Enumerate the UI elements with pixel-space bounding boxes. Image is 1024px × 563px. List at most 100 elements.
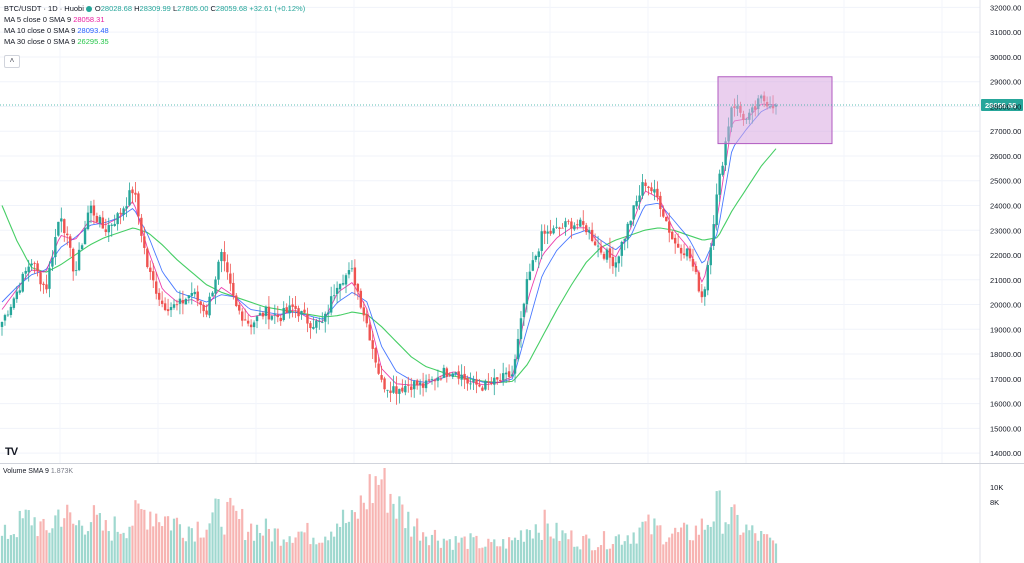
- candle-body: [223, 252, 226, 262]
- candle-body: [303, 309, 306, 313]
- volume-bar: [653, 518, 656, 563]
- candle-body: [36, 263, 39, 272]
- candle-body: [454, 372, 457, 375]
- volume-bar: [626, 535, 629, 563]
- candle-body: [220, 251, 223, 262]
- volume-bar: [321, 542, 324, 563]
- price-tick-label: 26000.00: [990, 152, 1021, 161]
- candle-body: [706, 265, 709, 291]
- indicator-ma10[interactable]: MA 10 close 0 SMA 9 28093.48: [4, 25, 305, 36]
- candle-body: [288, 305, 291, 314]
- candle-body: [0, 321, 4, 327]
- candle-body: [522, 303, 526, 318]
- candle-body: [297, 308, 300, 317]
- candle-body: [172, 304, 176, 308]
- price-tick-label: 19000.00: [990, 325, 1021, 334]
- candle-body: [448, 375, 451, 377]
- volume-bar: [252, 540, 256, 563]
- volume-bar: [638, 527, 641, 563]
- candle-body: [365, 314, 368, 324]
- candle-body: [688, 248, 692, 259]
- volume-bar: [620, 544, 623, 563]
- candle-body: [122, 208, 125, 215]
- candle-body: [217, 261, 220, 280]
- volume-bar: [178, 524, 182, 563]
- candle-body: [190, 292, 193, 296]
- volume-bar: [220, 526, 223, 563]
- candle-body: [679, 247, 683, 254]
- volume-bar: [161, 526, 164, 563]
- candle-body: [496, 377, 499, 380]
- volume-bar: [502, 539, 505, 563]
- candle-body: [567, 220, 570, 222]
- volume-bar: [727, 524, 730, 563]
- volume-bar: [709, 526, 712, 563]
- volume-bar: [691, 540, 695, 563]
- candle-body: [175, 304, 179, 306]
- candle-body: [33, 263, 36, 264]
- highlight-rectangle: [717, 76, 833, 145]
- chevron-up-icon: ˄: [9, 56, 15, 65]
- volume-bar: [66, 504, 69, 563]
- candle-body: [166, 309, 170, 312]
- volume-bar: [490, 542, 493, 563]
- candle-body: [329, 296, 333, 313]
- volume-bar: [368, 474, 371, 563]
- volume-bar: [457, 542, 460, 563]
- indicator-ma5[interactable]: MA 5 close 0 SMA 9 28058.31: [4, 14, 305, 25]
- volume-bar: [567, 539, 570, 563]
- candle-body: [466, 378, 469, 384]
- candle-body: [662, 209, 665, 217]
- candle-body: [315, 320, 318, 328]
- indicator-ma30[interactable]: MA 30 close 0 SMA 9 26295.35: [4, 36, 305, 47]
- collapse-legend-button[interactable]: ˄: [4, 55, 20, 68]
- candle-body: [697, 272, 701, 292]
- indicator-value: 26295.35: [77, 37, 109, 46]
- volume-bar: [531, 538, 534, 563]
- candle-body: [362, 307, 365, 316]
- candle-body: [321, 322, 324, 323]
- volume-bar: [137, 503, 140, 563]
- candle-body: [724, 141, 727, 166]
- candle-body: [18, 290, 21, 293]
- candle-body: [415, 380, 419, 386]
- ma-line-long: [1, 148, 777, 383]
- candle-body: [347, 270, 351, 275]
- candle-body: [587, 230, 591, 233]
- volume-bar: [454, 536, 457, 563]
- candle-body: [9, 306, 13, 315]
- price-tick-label: 28000.00: [990, 102, 1021, 111]
- volume-bar: [505, 548, 508, 563]
- candle-body: [110, 224, 113, 226]
- candle-body: [169, 307, 173, 311]
- candle-body: [24, 270, 27, 274]
- volume-bar: [15, 537, 18, 563]
- volume-bar: [496, 546, 499, 563]
- volume-legend: Volume SMA 9 1.873K: [3, 468, 73, 475]
- volume-bar: [416, 518, 419, 563]
- volume-bar: [300, 531, 303, 563]
- volume-bar: [564, 533, 567, 563]
- volume-bar: [152, 526, 155, 563]
- candle-body: [249, 324, 253, 328]
- price-tick-label: 17000.00: [990, 375, 1021, 384]
- volume-bar: [184, 541, 187, 563]
- candle-body: [561, 227, 564, 229]
- candle-body: [30, 263, 33, 266]
- candle-body: [671, 231, 674, 240]
- volume-bar: [291, 542, 294, 563]
- volume-bar: [427, 545, 431, 563]
- volume-bar: [166, 516, 170, 563]
- volume-bar: [371, 503, 374, 563]
- volume-bar: [238, 518, 241, 563]
- volume-bar: [338, 526, 342, 563]
- candle-body: [602, 253, 606, 259]
- candle-body: [555, 226, 558, 228]
- candle-body: [267, 306, 271, 320]
- candle-body: [632, 205, 635, 220]
- volume-bar: [555, 522, 558, 563]
- volume-bar: [6, 538, 10, 563]
- volume-bar: [439, 547, 442, 563]
